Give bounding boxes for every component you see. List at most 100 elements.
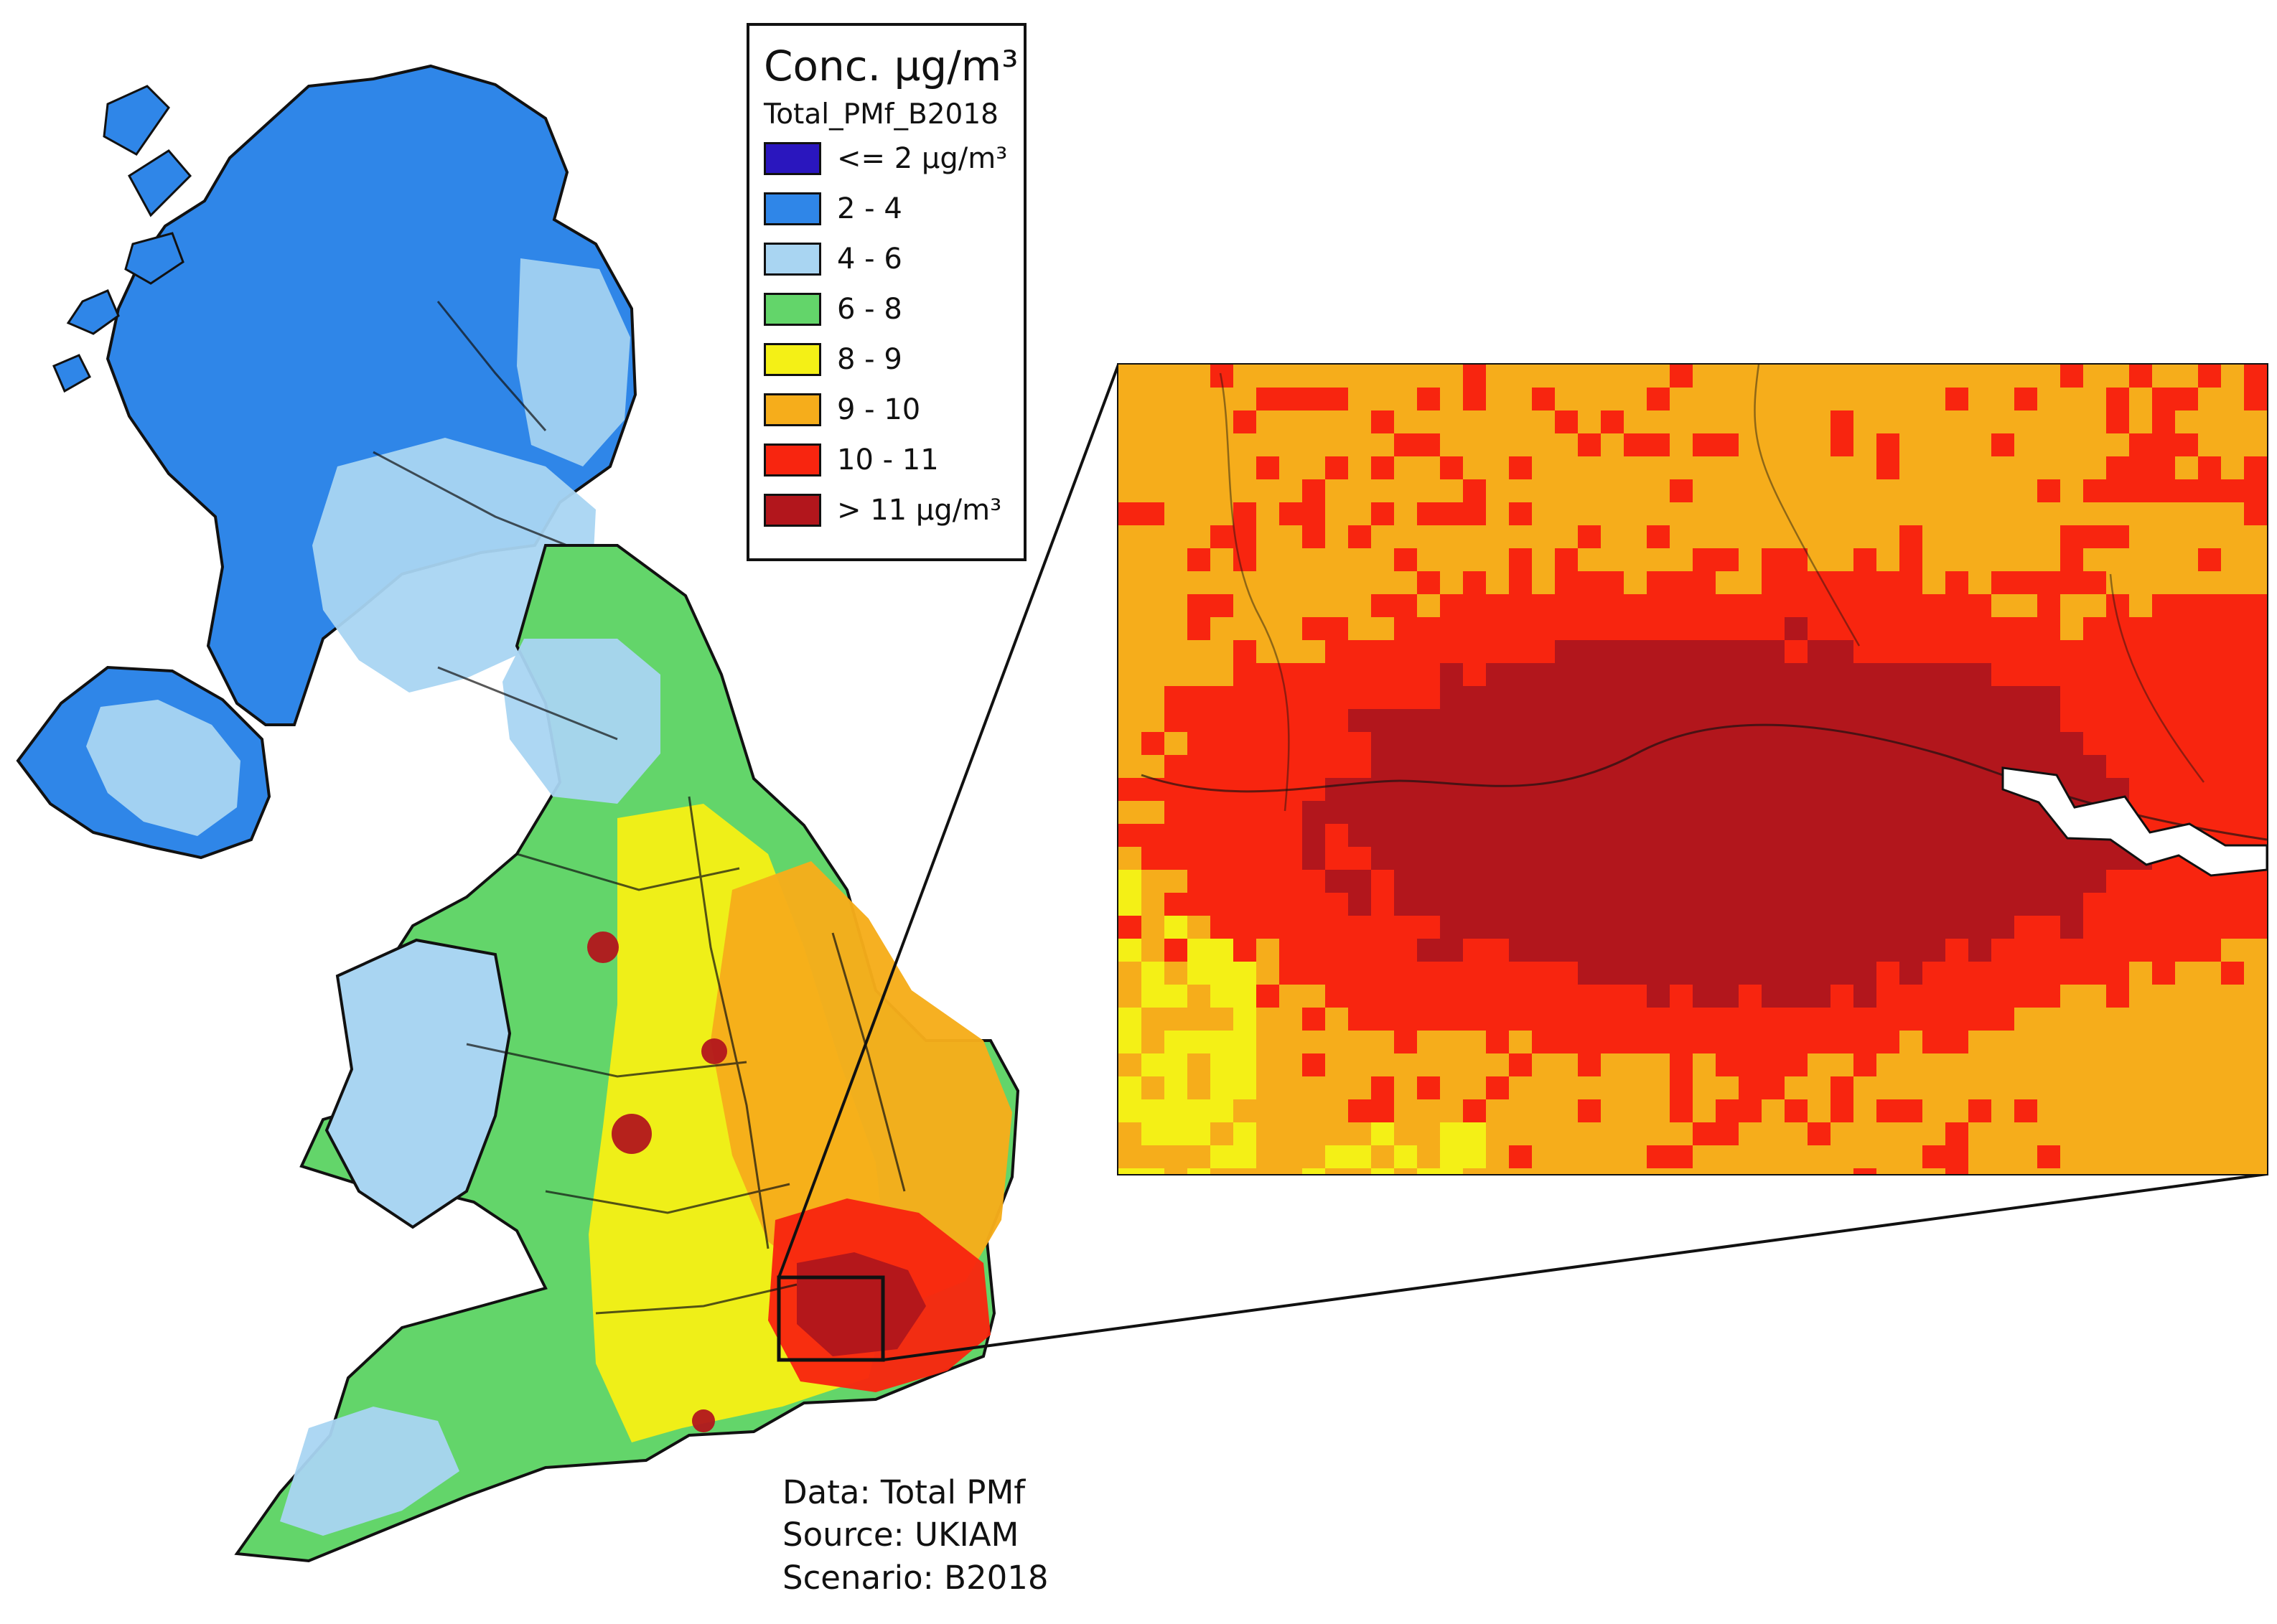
zoom-pixel-cell bbox=[1716, 1031, 1739, 1054]
northern-ireland-light-zone bbox=[86, 700, 240, 836]
zoom-pixel-cell bbox=[1785, 686, 1808, 710]
zoom-pixel-cell bbox=[1417, 870, 1441, 893]
zoom-pixel-cell bbox=[1762, 388, 1785, 411]
zoom-pixel-cell bbox=[1440, 594, 1464, 618]
zoom-pixel-cell bbox=[1233, 1076, 1257, 1100]
zoom-pixel-cell bbox=[1118, 709, 1142, 733]
zoom-pixel-cell bbox=[1716, 1122, 1739, 1146]
zoom-pixel-cell bbox=[1279, 410, 1303, 434]
zoom-pixel-cell bbox=[1968, 801, 1992, 825]
zoom-pixel-cell bbox=[1968, 985, 1992, 1008]
zoom-pixel-cell bbox=[1922, 1168, 1946, 1174]
zoom-pixel-cell bbox=[1394, 502, 1418, 526]
zoom-pixel-cell bbox=[1831, 1053, 1854, 1077]
zoom-pixel-cell bbox=[1210, 1122, 1234, 1146]
zoom-pixel-cell bbox=[1555, 939, 1579, 962]
zoom-pixel-cell bbox=[1899, 686, 1923, 710]
zoom-pixel-cell bbox=[1945, 916, 1969, 939]
zoom-pixel-cell bbox=[1279, 824, 1303, 848]
zoom-pixel-cell bbox=[1463, 594, 1487, 618]
zoom-pixel-cell bbox=[1233, 778, 1257, 802]
zoom-pixel-cell bbox=[1739, 1076, 1762, 1100]
zoom-pixel-cell bbox=[1233, 985, 1257, 1008]
zoom-pixel-cell bbox=[1899, 433, 1923, 457]
zoom-pixel-cell bbox=[1670, 571, 1693, 595]
zoom-pixel-cell bbox=[1417, 663, 1441, 687]
zoom-pixel-cell bbox=[1670, 1008, 1693, 1031]
zoom-pixel-cell bbox=[1899, 1076, 1923, 1100]
zoom-pixel-cell bbox=[1532, 1122, 1556, 1146]
zoom-pixel-cell bbox=[2083, 640, 2107, 664]
zoom-pixel-cell bbox=[1394, 1099, 1418, 1123]
zoom-pixel-cell bbox=[2129, 456, 2153, 480]
zoom-pixel-cell bbox=[1922, 801, 1946, 825]
zoom-pixel-cell bbox=[1991, 962, 2015, 985]
zoom-pixel-cell bbox=[1831, 617, 1854, 641]
zoom-pixel-cell bbox=[1968, 1008, 1992, 1031]
zoom-pixel-cell bbox=[1233, 1031, 1257, 1054]
zoom-pixel-cell bbox=[1785, 617, 1808, 641]
zoom-pixel-cell bbox=[1325, 939, 1349, 962]
zoom-pixel-cell bbox=[1876, 1008, 1900, 1031]
zoom-pixel-cell bbox=[1808, 732, 1831, 756]
zoom-pixel-cell bbox=[1210, 502, 1234, 526]
zoom-pixel-cell bbox=[2083, 870, 2107, 893]
zoom-pixel-cell bbox=[1876, 985, 1900, 1008]
zoom-pixel-cell bbox=[1233, 916, 1257, 939]
zoom-pixel-cell bbox=[1647, 410, 1670, 434]
zoom-pixel-cell bbox=[2198, 479, 2222, 503]
zoom-pixel-cell bbox=[1279, 709, 1303, 733]
zoom-pixel-cell bbox=[1647, 893, 1670, 916]
zoom-pixel-cell bbox=[1486, 962, 1510, 985]
zoom-pixel-cell bbox=[1899, 1031, 1923, 1054]
zoom-pixel-cell bbox=[1601, 1145, 1624, 1169]
zoom-pixel-cell bbox=[2198, 365, 2222, 388]
zoom-pixel-cell bbox=[1785, 893, 1808, 916]
zoom-pixel-cell bbox=[1670, 365, 1693, 388]
zoom-pixel-cell bbox=[1210, 1053, 1234, 1077]
zoom-pixel-cell bbox=[1991, 1122, 2015, 1146]
zoom-pixel-cell bbox=[2060, 456, 2084, 480]
birmingham-hotspot bbox=[612, 1114, 652, 1154]
zoom-pixel-cell bbox=[2175, 1008, 2199, 1031]
zoom-pixel-cell bbox=[2037, 479, 2061, 503]
zoom-pixel-cell bbox=[1808, 525, 1831, 549]
zoom-pixel-cell bbox=[1808, 388, 1831, 411]
zoom-pixel-cell bbox=[1417, 525, 1441, 549]
zoom-pixel-cell bbox=[1187, 456, 1211, 480]
zoom-pixel-cell bbox=[1899, 709, 1923, 733]
zoom-pixel-cell bbox=[1647, 571, 1670, 595]
zoom-pixel-cell bbox=[2175, 617, 2199, 641]
zoom-pixel-cell bbox=[1762, 1122, 1785, 1146]
zoom-pixel-cell bbox=[1509, 456, 1533, 480]
zoom-pixel-cell bbox=[1417, 617, 1441, 641]
zoom-pixel-cell bbox=[1578, 1099, 1602, 1123]
zoom-pixel-cell bbox=[1762, 594, 1785, 618]
zoom-pixel-cell bbox=[1601, 1008, 1624, 1031]
zoom-pixel-cell bbox=[1187, 617, 1211, 641]
zoom-pixel-cell bbox=[2198, 594, 2222, 618]
zoom-pixel-cell bbox=[1279, 525, 1303, 549]
zoom-pixel-cell bbox=[2060, 985, 2084, 1008]
legend-swatch bbox=[764, 141, 821, 175]
zoom-pixel-cell bbox=[1256, 962, 1280, 985]
zoom-pixel-cell bbox=[1808, 1076, 1831, 1100]
zoom-pixel-cell bbox=[1141, 617, 1165, 641]
zoom-pixel-cell bbox=[1187, 916, 1211, 939]
zoom-pixel-cell bbox=[1968, 410, 1992, 434]
zoom-pixel-cell bbox=[1693, 962, 1716, 985]
zoom-pixel-cell bbox=[1945, 525, 1969, 549]
zoom-pixel-cell bbox=[1601, 1031, 1624, 1054]
zoom-pixel-cell bbox=[2244, 410, 2267, 434]
zoom-pixel-cell bbox=[1831, 1122, 1854, 1146]
zoom-pixel-cell bbox=[1141, 1076, 1165, 1100]
zoom-pixel-cell bbox=[1371, 663, 1395, 687]
zoom-pixel-cell bbox=[1256, 365, 1280, 388]
zoom-pixel-cell bbox=[2129, 502, 2153, 526]
zoom-pixel-cell bbox=[1417, 502, 1441, 526]
zoom-pixel-cell bbox=[1876, 525, 1900, 549]
zoom-pixel-cell bbox=[1693, 594, 1716, 618]
zoom-pixel-cell bbox=[1853, 893, 1877, 916]
zoom-pixel-cell bbox=[1256, 847, 1280, 870]
zoom-pixel-cell bbox=[2221, 456, 2245, 480]
